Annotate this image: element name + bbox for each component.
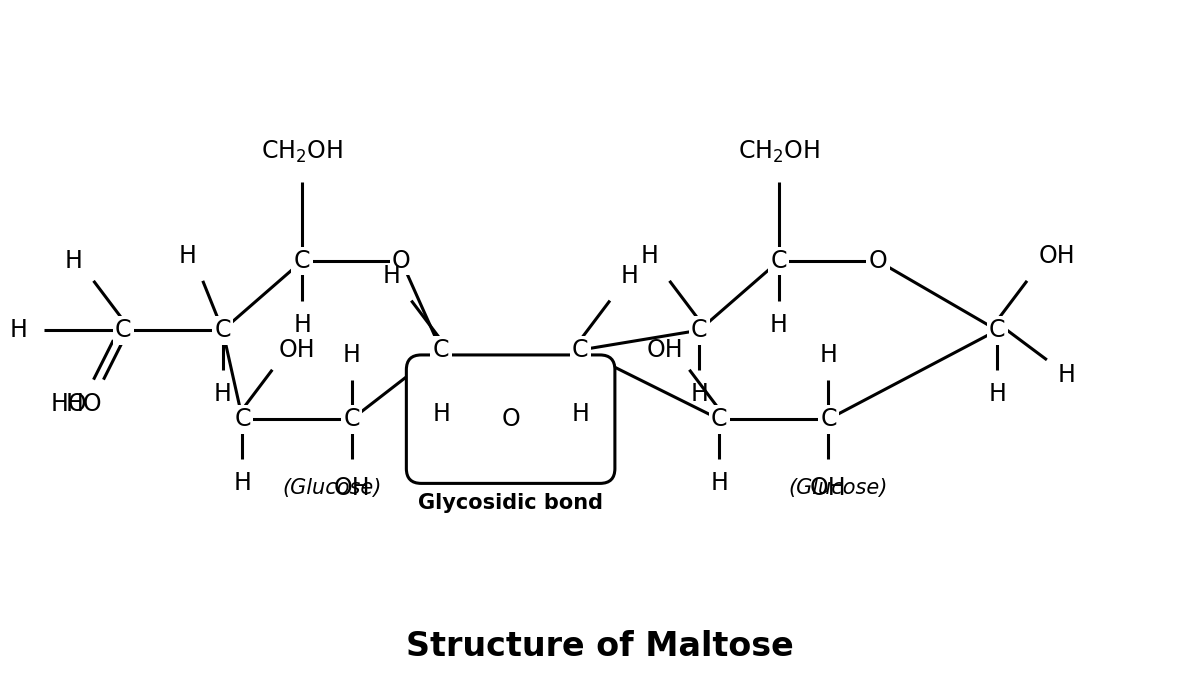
Text: C: C: [989, 318, 1006, 342]
Text: C: C: [343, 407, 360, 431]
Text: (Glucose): (Glucose): [788, 478, 888, 498]
Text: C: C: [433, 338, 449, 362]
Text: CH$_2$OH: CH$_2$OH: [738, 139, 820, 165]
Text: OH: OH: [810, 476, 847, 500]
Text: O: O: [502, 407, 520, 431]
Text: H: H: [65, 249, 83, 273]
Text: H: H: [571, 402, 589, 426]
Text: C: C: [234, 407, 251, 431]
Text: C: C: [215, 318, 230, 342]
Text: H: H: [1057, 363, 1075, 386]
Text: H: H: [343, 343, 361, 367]
Text: H: H: [383, 264, 401, 288]
Text: C: C: [572, 338, 588, 362]
Text: C: C: [115, 318, 132, 342]
Text: C: C: [770, 249, 787, 273]
Text: C: C: [691, 318, 708, 342]
Text: H: H: [690, 382, 708, 407]
Text: H: H: [641, 244, 659, 268]
Text: OH: OH: [1038, 244, 1075, 268]
Text: O: O: [869, 249, 888, 273]
Text: OH: OH: [647, 338, 683, 362]
Text: HO: HO: [65, 392, 102, 416]
Text: OH: OH: [278, 338, 316, 362]
Text: H: H: [820, 343, 838, 367]
Text: Glycosidic bond: Glycosidic bond: [418, 494, 604, 513]
Text: C: C: [820, 407, 836, 431]
Text: Structure of Maltose: Structure of Maltose: [406, 630, 794, 663]
Text: H: H: [989, 382, 1006, 407]
Text: (Glucose): (Glucose): [282, 478, 382, 498]
Text: OH: OH: [334, 476, 370, 500]
Text: HO: HO: [50, 392, 88, 416]
Text: C: C: [710, 407, 727, 431]
Text: C: C: [294, 249, 311, 273]
Text: H: H: [234, 471, 252, 496]
Text: CH$_2$OH: CH$_2$OH: [262, 139, 343, 165]
Text: H: H: [710, 471, 728, 496]
Text: H: H: [214, 382, 232, 407]
Text: H: H: [10, 318, 28, 342]
FancyBboxPatch shape: [407, 355, 614, 484]
Text: O: O: [392, 249, 410, 273]
Text: H: H: [179, 244, 197, 268]
Text: H: H: [432, 402, 450, 426]
Text: H: H: [620, 264, 638, 288]
Text: H: H: [293, 314, 311, 337]
Text: H: H: [770, 314, 787, 337]
